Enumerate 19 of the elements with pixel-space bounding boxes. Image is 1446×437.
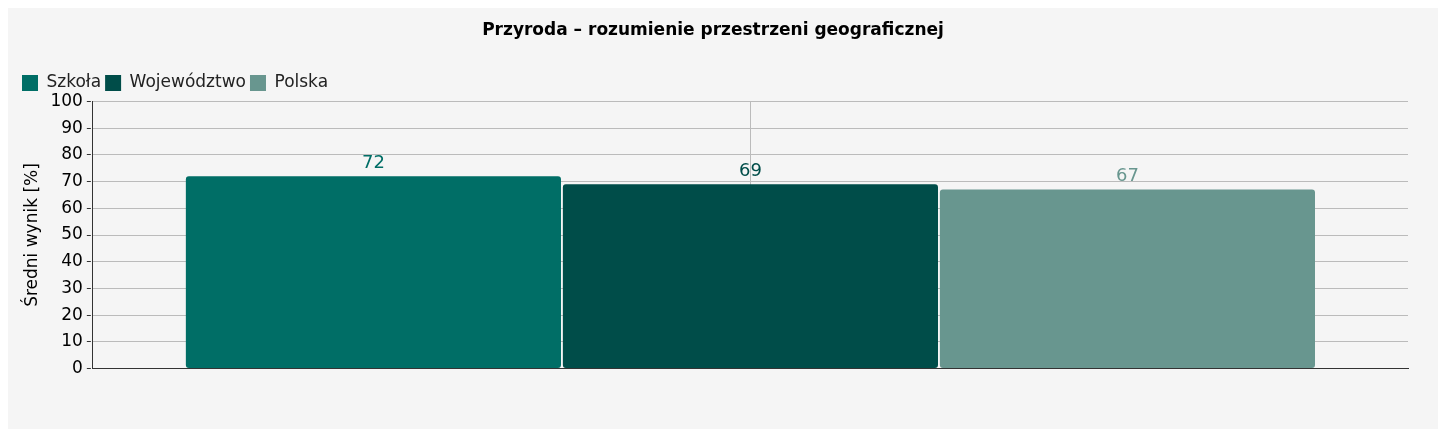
data-label: 67: [1115, 164, 1139, 186]
chart-title: Przyroda – rozumienie przestrzeni geograficznej: [482, 18, 944, 39]
y-tick-label: 20: [61, 303, 83, 324]
y-tick-label: 30: [61, 276, 83, 297]
y-tick-label: 50: [61, 223, 83, 244]
y-tick-label: 60: [61, 196, 83, 217]
y-tick-label: 80: [61, 143, 83, 164]
y-tick-label: 70: [61, 169, 83, 190]
data-label: 72: [361, 150, 385, 172]
legend-label: Województwo: [129, 71, 246, 92]
legend-label: Polska: [274, 71, 329, 92]
y-tick-label: 10: [61, 330, 83, 351]
y-tick-label: 90: [61, 116, 83, 137]
y-tick-label: 0: [72, 357, 83, 378]
y-axis-title: Średni wynik [%]: [19, 163, 41, 307]
data-label: 69: [738, 158, 762, 180]
y-tick-label: 40: [61, 250, 83, 271]
legend-label: Szkoła: [46, 71, 102, 92]
y-tick-label: 100: [50, 89, 83, 110]
